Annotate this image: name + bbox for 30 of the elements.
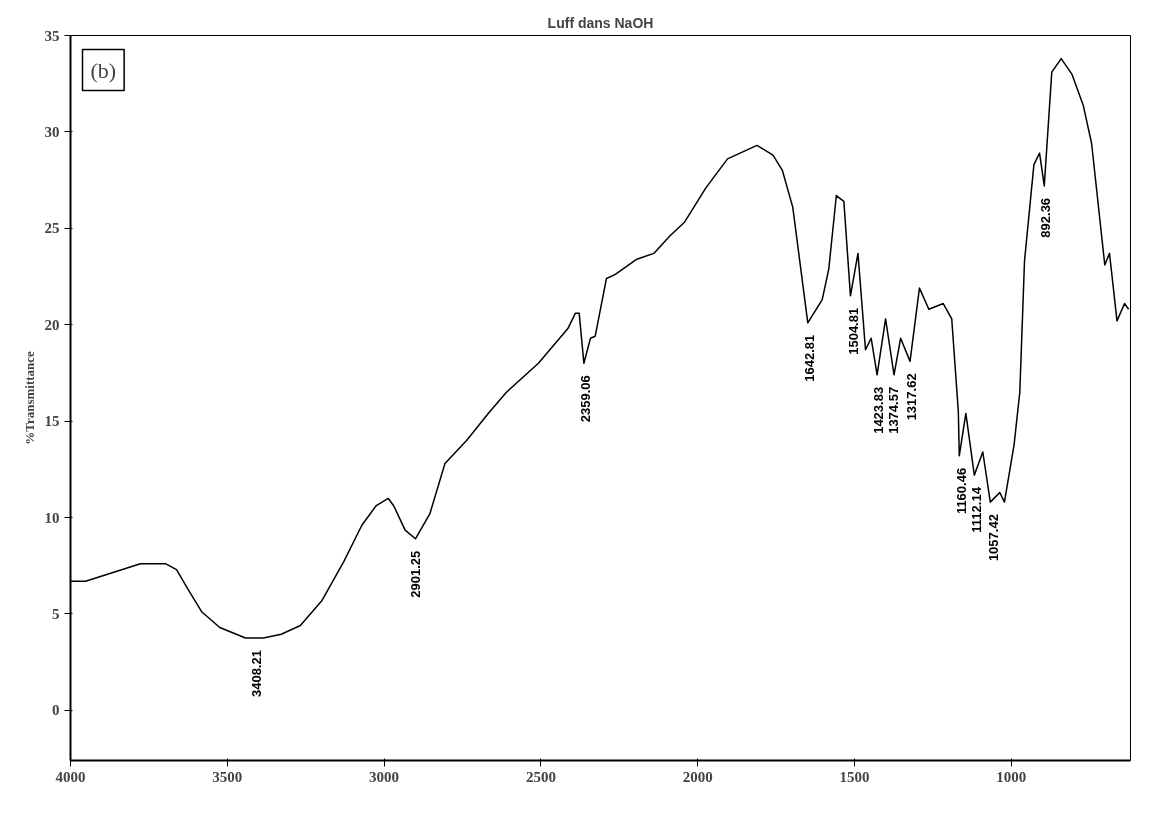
y-tick-label: 10 (44, 509, 60, 526)
annotation: 2359.06 (577, 375, 593, 423)
annotation: 1642.81 (802, 334, 818, 382)
y-tick-label: 25 (44, 220, 60, 237)
y-tick-label: 35 (44, 27, 60, 44)
annotation: 3408.21 (248, 650, 264, 698)
annotation: (b) (90, 57, 117, 83)
y-tick-label: 30 (44, 123, 60, 140)
y-tick-label: 5 (52, 605, 60, 622)
annotation: 2901.25 (407, 550, 423, 598)
y-tick-label: 20 (44, 316, 60, 333)
y-axis-title: %Transmittance (21, 350, 37, 445)
annotation: 1160.46 (953, 467, 969, 515)
annotation: 1504.81 (845, 307, 861, 355)
annotation: 1112.14 (968, 486, 984, 533)
annotation: 1423.83 (870, 386, 886, 434)
annotation: 1317.62 (904, 373, 920, 421)
annotation: 1374.57 (886, 386, 902, 434)
annotation: 892.36 (1037, 197, 1053, 238)
x-tick-label: 3000 (369, 768, 400, 785)
x-tick-label: 2500 (525, 768, 556, 785)
x-tick-label: 4000 (55, 768, 86, 785)
x-tick-label: 2000 (682, 768, 713, 785)
y-tick-label: 0 (52, 702, 60, 719)
x-tick-label: 1500 (839, 768, 870, 785)
annotation: 1057.42 (985, 514, 1001, 562)
x-tick-label: 1000 (996, 768, 1027, 785)
x-tick-label: 3500 (212, 768, 243, 785)
chart-title: Luff dans NaOH (547, 14, 654, 31)
y-tick-label: 15 (44, 413, 60, 430)
